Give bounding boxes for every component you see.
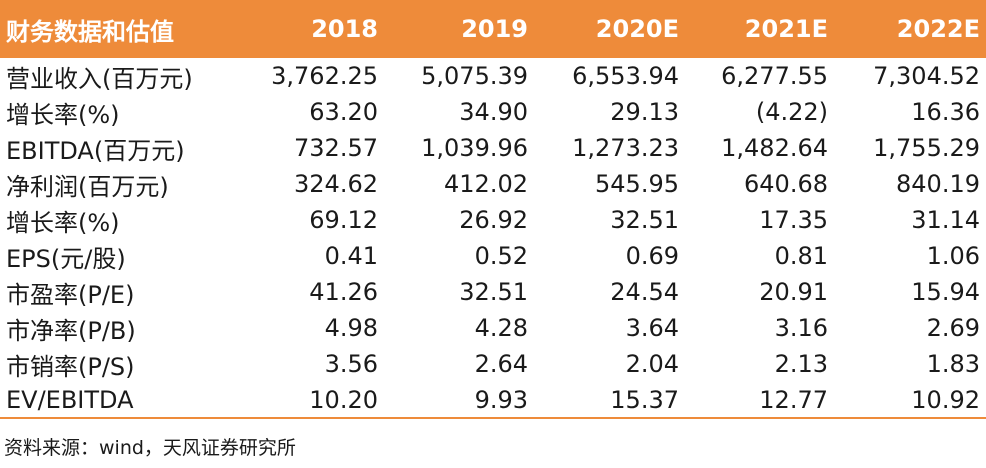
table-row: 营业收入(百万元) 3,762.25 5,075.39 6,553.94 6,277.5…: [0, 58, 986, 94]
row-value: 16.36: [911, 98, 980, 126]
row-value: (4.22): [755, 98, 828, 126]
header-year-2022e: 2022E: [896, 15, 980, 43]
row-value: 7,304.52: [873, 62, 980, 90]
row-value: 640.68: [744, 170, 828, 198]
row-value: 3.64: [625, 314, 679, 342]
row-value: 5,075.39: [421, 62, 528, 90]
row-value: 412.02: [444, 170, 528, 198]
row-value: 29.13: [610, 98, 679, 126]
row-value: 1.06: [926, 242, 980, 270]
row-label: EPS(元/股): [6, 244, 126, 273]
row-label: 净利润(百万元): [6, 172, 169, 201]
row-value: 10.92: [834, 382, 986, 419]
header-year-2018: 2018: [311, 15, 378, 43]
financial-data-table: 财务数据和估值 2018 2019 2020E 2021E 2022E 营业收入…: [0, 0, 986, 419]
table-row: 增长率(%) 63.20 34.90 29.13 (4.22) 16.36: [0, 94, 986, 130]
row-value: 1,482.64: [721, 134, 828, 162]
table-row: EBITDA(百万元) 732.57 1,039.96 1,273.23 1,482.6…: [0, 130, 986, 166]
row-value: 6,553.94: [572, 62, 679, 90]
row-value: 9.93: [384, 382, 534, 419]
row-label: 营业收入(百万元): [6, 64, 193, 93]
row-value: 41.26: [309, 278, 378, 306]
table-header-row: 财务数据和估值 2018 2019 2020E 2021E 2022E: [0, 0, 986, 58]
row-value: 0.41: [324, 242, 378, 270]
row-value: 0.81: [774, 242, 828, 270]
row-value: 545.95: [595, 170, 679, 198]
row-value: 3.16: [774, 314, 828, 342]
row-label: 市盈率(P/E): [6, 280, 135, 309]
table-row: EV/EBITDA 10.20 9.93 15.37 12.77 10.92: [0, 382, 986, 419]
row-value: 840.19: [896, 170, 980, 198]
row-value: 2.04: [625, 350, 679, 378]
row-value: 2.69: [926, 314, 980, 342]
row-value: 34.90: [459, 98, 528, 126]
row-value: 324.62: [294, 170, 378, 198]
row-value: 63.20: [309, 98, 378, 126]
row-label: EV/EBITDA: [0, 382, 236, 419]
table-row: 增长率(%) 69.12 26.92 32.51 17.35 31.14: [0, 202, 986, 238]
row-label: 增长率(%): [6, 100, 120, 129]
table-row: 市销率(P/S) 3.56 2.64 2.04 2.13 1.83: [0, 346, 986, 382]
row-value: 732.57: [294, 134, 378, 162]
header-label: 财务数据和估值: [6, 17, 174, 46]
header-year-2020e: 2020E: [595, 15, 679, 43]
row-value: 10.20: [236, 382, 384, 419]
row-label: EBITDA(百万元): [6, 136, 185, 165]
row-value: 0.52: [474, 242, 528, 270]
row-value: 15.94: [911, 278, 980, 306]
row-value: 3,762.25: [271, 62, 378, 90]
row-value: 26.92: [459, 206, 528, 234]
row-label: 市销率(P/S): [6, 352, 135, 381]
row-value: 15.37: [534, 382, 685, 419]
row-value: 4.98: [324, 314, 378, 342]
row-value: 12.77: [685, 382, 834, 419]
row-value: 24.54: [610, 278, 679, 306]
source-note: 资料来源：wind，天风证券研究所: [4, 437, 296, 459]
table-row: EPS(元/股) 0.41 0.52 0.69 0.81 1.06: [0, 238, 986, 274]
row-value: 3.56: [324, 350, 378, 378]
row-value: 2.13: [774, 350, 828, 378]
row-value: 32.51: [459, 278, 528, 306]
row-value: 32.51: [610, 206, 679, 234]
row-value: 1,273.23: [572, 134, 679, 162]
row-value: 4.28: [474, 314, 528, 342]
row-label: 增长率(%): [6, 208, 120, 237]
row-label: 市净率(P/B): [6, 316, 136, 345]
row-value: 17.35: [759, 206, 828, 234]
table-row: 净利润(百万元) 324.62 412.02 545.95 640.68 840.19: [0, 166, 986, 202]
row-value: 31.14: [911, 206, 980, 234]
row-value: 2.64: [474, 350, 528, 378]
row-value: 69.12: [309, 206, 378, 234]
header-year-2021e: 2021E: [744, 15, 828, 43]
header-year-2019: 2019: [461, 15, 528, 43]
row-value: 20.91: [759, 278, 828, 306]
row-value: 1,755.29: [873, 134, 980, 162]
row-value: 1,039.96: [421, 134, 528, 162]
row-value: 1.83: [926, 350, 980, 378]
table-row: 市净率(P/B) 4.98 4.28 3.64 3.16 2.69: [0, 310, 986, 346]
row-value: 0.69: [625, 242, 679, 270]
table-body: 营业收入(百万元) 3,762.25 5,075.39 6,553.94 6,277.5…: [0, 58, 986, 419]
row-value: 6,277.55: [721, 62, 828, 90]
table-row: 市盈率(P/E) 41.26 32.51 24.54 20.91 15.94: [0, 274, 986, 310]
